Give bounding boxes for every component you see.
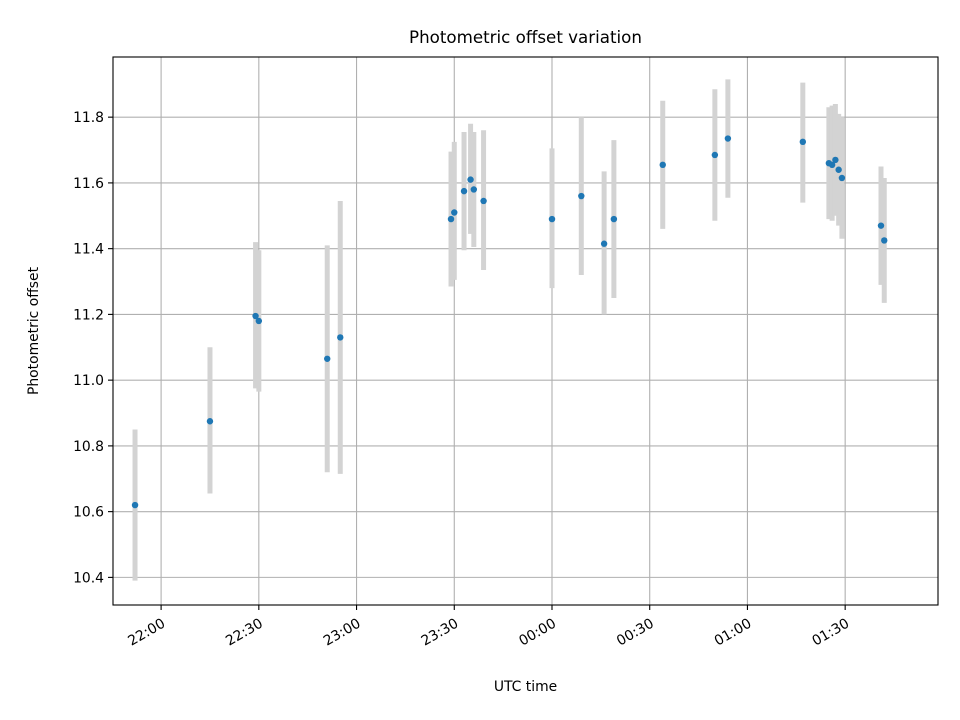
data-point bbox=[832, 156, 839, 164]
y-tick-label: 11.4 bbox=[73, 242, 104, 258]
x-tick-label: 22:30 bbox=[223, 616, 266, 650]
data-point bbox=[467, 176, 474, 183]
data-point bbox=[610, 215, 618, 223]
data-point bbox=[252, 312, 259, 320]
y-tick-label: 10.6 bbox=[73, 505, 104, 521]
y-axis-label: Photometric offset bbox=[26, 266, 42, 395]
x-tick-label: 01:00 bbox=[712, 616, 755, 650]
data-point bbox=[881, 237, 888, 244]
x-tick-label: 23:30 bbox=[419, 616, 462, 650]
data-point bbox=[711, 151, 719, 159]
data-point bbox=[206, 418, 214, 425]
data-point bbox=[447, 215, 455, 223]
data-point bbox=[799, 138, 807, 146]
x-tick-label: 23:00 bbox=[321, 616, 364, 650]
x-tick-label: 22:00 bbox=[125, 616, 168, 650]
chart-title: Photometric offset variation bbox=[409, 27, 642, 47]
y-tick-label: 11.0 bbox=[73, 373, 104, 389]
data-point bbox=[828, 161, 836, 169]
x-axis-label: UTC time bbox=[494, 679, 557, 695]
data-point bbox=[255, 317, 263, 325]
data-point bbox=[131, 501, 139, 509]
data-point bbox=[578, 192, 585, 200]
data-point bbox=[835, 166, 842, 173]
x-tick-label: 00:30 bbox=[614, 616, 657, 650]
x-tick-label: 00:00 bbox=[516, 616, 559, 650]
data-point bbox=[460, 187, 468, 195]
grid-lines bbox=[113, 57, 938, 605]
data-point bbox=[877, 222, 885, 229]
y-tick-label: 10.4 bbox=[73, 570, 104, 586]
y-axis-ticks: 10.4 10.6 10.8 11.0 11.2 11.4 11.6 11.8 bbox=[73, 110, 113, 586]
y-tick-label: 11.2 bbox=[73, 307, 104, 323]
data-point bbox=[659, 161, 666, 169]
plot-frame bbox=[112, 56, 939, 606]
data-point bbox=[470, 186, 478, 193]
data-point bbox=[600, 240, 608, 247]
error-bars bbox=[132, 79, 887, 581]
x-tick-label: 01:30 bbox=[809, 616, 852, 650]
data-point bbox=[838, 174, 846, 182]
data-point bbox=[324, 355, 331, 362]
x-axis-ticks: 22:00 22:30 23:00 23:30 00:00 00:30 01:00 01:30 bbox=[125, 605, 852, 649]
y-tick-label: 10.8 bbox=[73, 439, 104, 455]
data-point bbox=[337, 334, 344, 341]
y-tick-label: 11.6 bbox=[73, 176, 104, 192]
data-points bbox=[131, 135, 888, 509]
y-tick-label: 11.8 bbox=[73, 110, 104, 126]
data-point bbox=[724, 135, 732, 142]
data-point bbox=[480, 197, 487, 205]
data-point bbox=[548, 215, 556, 223]
data-point bbox=[451, 209, 458, 216]
